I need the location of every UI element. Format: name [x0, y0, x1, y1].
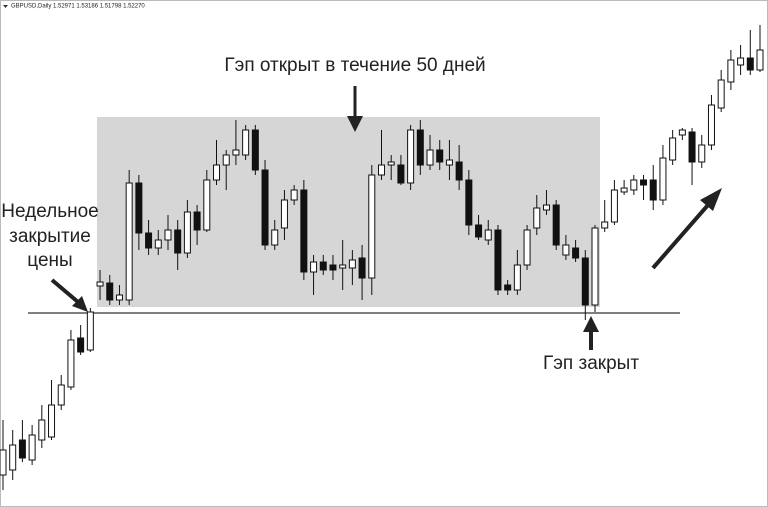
candle-body — [465, 179, 473, 226]
candle-body — [106, 282, 114, 301]
candle-body — [552, 204, 560, 246]
candle-body — [610, 189, 618, 223]
candle-body — [737, 57, 745, 66]
candle-body — [213, 164, 221, 181]
candle-body — [358, 257, 366, 279]
candle-body — [319, 261, 327, 271]
candle-body — [727, 59, 735, 83]
candle-body — [640, 179, 648, 186]
candle-body — [38, 419, 46, 441]
candle-body — [620, 187, 628, 193]
candle-body — [329, 264, 337, 271]
candle-body — [377, 164, 385, 176]
candle-body — [174, 229, 182, 254]
candle-body — [222, 154, 230, 166]
candle-body — [86, 311, 94, 351]
candle-body — [339, 264, 347, 269]
arrow-head — [583, 316, 599, 332]
candle-body — [523, 229, 531, 266]
header-icon — [3, 5, 8, 8]
candle-body — [77, 337, 85, 353]
candle-body — [591, 227, 599, 306]
candle-body — [416, 129, 424, 166]
candle-body — [57, 384, 65, 406]
candle-body — [242, 129, 250, 156]
right-note: Гэп закрыт — [543, 353, 639, 374]
candle-body — [125, 182, 133, 301]
candle-body — [746, 57, 754, 71]
left-note: цены — [27, 250, 72, 271]
candle-body — [649, 179, 657, 201]
candle-body — [310, 261, 318, 273]
arrow-head — [347, 116, 363, 132]
candle-body — [426, 149, 434, 166]
candle-body — [135, 182, 143, 234]
candle-body — [193, 211, 201, 231]
candle-body — [115, 294, 123, 301]
candle-body — [504, 284, 512, 291]
candle-body — [48, 404, 56, 438]
candle-body — [698, 144, 706, 163]
candle-body — [397, 164, 405, 184]
candle-body — [18, 439, 26, 459]
candle-body — [484, 229, 492, 241]
candle-body — [0, 449, 7, 476]
candle-body — [659, 157, 667, 201]
candle-body — [164, 229, 172, 241]
candle-body — [348, 259, 356, 269]
candle-body — [756, 49, 764, 71]
candle-body — [67, 339, 75, 388]
candle-body — [96, 281, 104, 287]
candle-body — [387, 161, 395, 166]
gap-zone — [97, 117, 600, 307]
candle-body — [232, 149, 240, 156]
candle-body — [601, 221, 609, 229]
candle-body — [436, 149, 444, 163]
candle-body — [688, 131, 696, 163]
candle-body — [494, 229, 502, 291]
arrow-head — [72, 296, 88, 312]
candle-body — [145, 232, 153, 249]
candles — [0, 25, 764, 490]
candle-body — [513, 264, 521, 291]
candle-body — [183, 211, 191, 254]
candle-body — [261, 169, 269, 246]
candle-body — [300, 189, 308, 273]
candle-body — [572, 247, 580, 259]
candle-body — [717, 79, 725, 109]
candle-body — [28, 434, 36, 461]
candle-body — [678, 129, 686, 136]
candle-body — [445, 159, 453, 166]
candle-body — [271, 229, 279, 246]
left-note: Недельное — [1, 201, 99, 222]
candle-body — [707, 104, 715, 146]
title: Гэп открыт в течение 50 дней — [224, 55, 485, 76]
candle-body — [407, 129, 415, 184]
candle-body — [630, 179, 638, 191]
left-note: закрытие — [9, 226, 91, 247]
candle-body — [203, 179, 211, 231]
header: GBPUSD,Daily 1.52971 1.53186 1.51798 1.5… — [11, 4, 145, 10]
candle-body — [475, 224, 483, 238]
candle-body — [251, 129, 259, 171]
candle-body — [280, 199, 288, 229]
arrow — [50, 278, 80, 304]
candle-body — [290, 189, 298, 201]
candle-body — [533, 207, 541, 229]
candle-body — [9, 444, 17, 471]
candle-body — [669, 137, 677, 161]
candle-body — [581, 257, 589, 306]
arrow — [651, 203, 710, 270]
arrow-head — [700, 188, 722, 211]
candle-body — [562, 244, 570, 256]
candle-body — [368, 174, 376, 279]
candle-body — [154, 239, 162, 249]
candle-body — [542, 204, 550, 211]
candle-body — [455, 161, 463, 181]
